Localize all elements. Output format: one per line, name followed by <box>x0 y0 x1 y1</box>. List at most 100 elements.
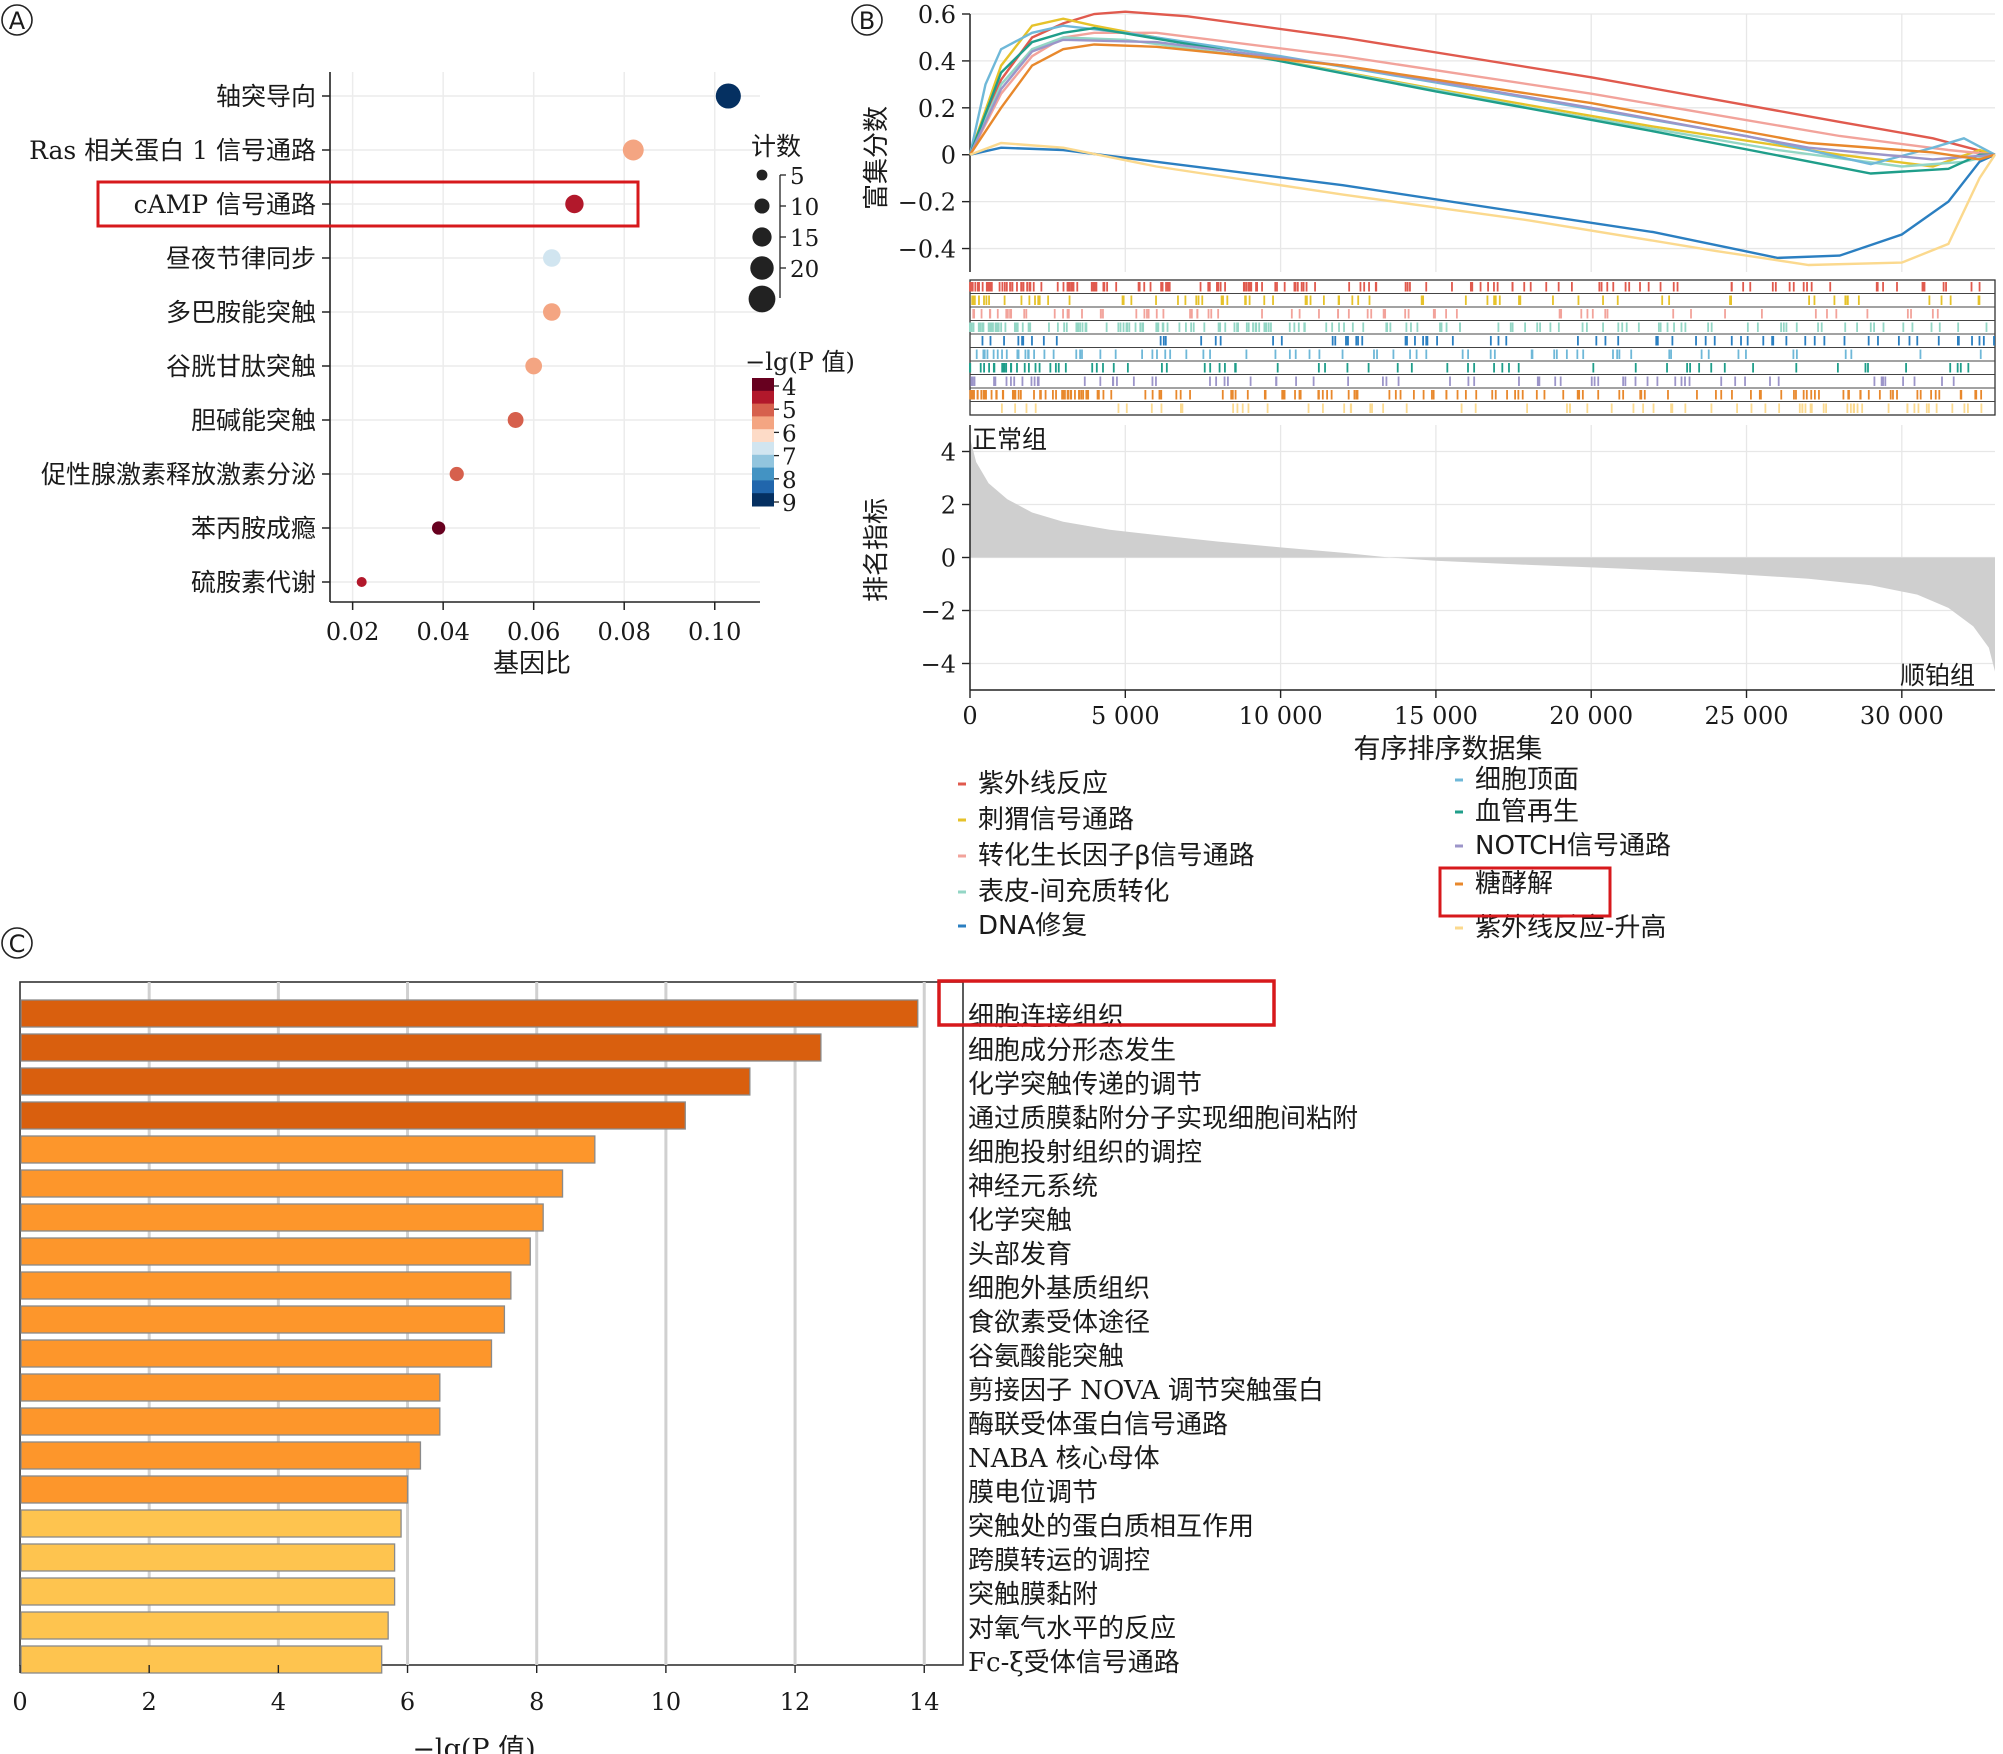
x-tick-label: 0 <box>12 1688 27 1716</box>
bar <box>20 999 919 1028</box>
x-tick-label: 0.08 <box>597 618 650 646</box>
x-tick-label: 10 000 <box>1239 702 1323 730</box>
es-line-6 <box>968 24 1996 166</box>
bar-label: 对氧气水平的反应 <box>968 1614 1176 1644</box>
y-tick-label: −0.4 <box>898 236 956 264</box>
bar-label: 剪接因子 NOVA 调节突触蛋白 <box>968 1376 1324 1406</box>
panel-a-label: A <box>9 7 26 35</box>
bar <box>20 1543 396 1572</box>
y-tick-label: −4 <box>921 651 956 679</box>
color-bar-segment <box>752 403 774 417</box>
x-tick-label: 8 <box>529 1688 544 1716</box>
bar-label: 酶联受体蛋白信号通路 <box>968 1410 1228 1440</box>
bar <box>20 1067 751 1096</box>
panel-a-badge <box>1 4 33 36</box>
y-tick-label: 促性腺激素释放激素分泌 <box>41 460 316 489</box>
x-tick-label: 14 <box>909 1688 940 1716</box>
y-tick-label: −0.2 <box>898 189 956 217</box>
bar <box>20 1441 422 1470</box>
panel-b-enrichment-plot: 0.6 0.4 0.2 0 −0.2 −0.4 <box>898 1 1997 272</box>
bar <box>20 1611 389 1640</box>
color-bar-segment <box>752 378 774 392</box>
es-line-9 <box>968 43 1996 161</box>
legend-label: 紫外线反应-升高 <box>1475 913 1666 943</box>
data-point <box>622 139 644 161</box>
panel-b-hit-rug <box>969 279 1996 416</box>
panel-c-badge <box>1 927 33 959</box>
x-tick-label: 0.06 <box>507 618 560 646</box>
data-point <box>715 83 741 109</box>
x-tick-label: 20 000 <box>1549 702 1633 730</box>
bar <box>20 1339 493 1368</box>
color-bar-segment <box>752 442 774 456</box>
legend-label: DNA修复 <box>978 911 1087 941</box>
data-point <box>431 521 446 535</box>
size-legend-dot <box>748 285 776 313</box>
bar-label: 通过质膜黏附分子实现细胞间粘附 <box>968 1104 1358 1134</box>
bar-label: 突触处的蛋白质相互作用 <box>968 1512 1254 1542</box>
es-line-4 <box>968 36 1996 168</box>
data-point <box>507 412 524 428</box>
bar-label: 化学突触传递的调节 <box>968 1070 1202 1100</box>
enrichment-score-axis-label: 富集分数 <box>862 106 892 210</box>
panel-a-plot: 轴突导向 Ras 相关蛋白 1 信号通路 cAMP 信号通路昼夜节律同步多巴胺能突触… <box>29 72 760 646</box>
color-bar-segment <box>752 467 774 481</box>
x-tick-label: 12 <box>780 1688 811 1716</box>
bar <box>20 1645 383 1674</box>
panel-b-ranking-plot: 420−2−40 5 000 10 000 15 000 20 000 25 000 30 … <box>921 425 1995 730</box>
y-tick-label: 谷胱甘肽突触 <box>166 352 316 381</box>
color-bar-segment <box>752 416 774 430</box>
y-tick-label: 0.2 <box>918 95 956 123</box>
bar-label: 细胞投射组织的调控 <box>968 1138 1202 1168</box>
size-legend-dot <box>750 256 774 280</box>
bar-label: 膜电位调节 <box>968 1478 1098 1508</box>
highlight-box <box>937 979 1276 1027</box>
bar-label: 细胞连接组织 <box>968 1002 1124 1032</box>
size-legend-dot <box>754 198 770 214</box>
data-point <box>543 303 561 321</box>
bar <box>20 1169 564 1198</box>
color-bar-label: 7 <box>782 445 797 471</box>
y-tick-label: 0 <box>941 142 956 170</box>
data-point <box>449 466 464 482</box>
panel-c: C 细胞连接组织细胞成分形态发生化学突触传递的调节通过质膜黏附分子实现细胞间粘附… <box>1 927 1358 1754</box>
legend-label: 血管再生 <box>1475 797 1579 827</box>
es-line-5 <box>969 146 1996 260</box>
panel-a: A 轴突导向 Ras 相关蛋白 1 信号通路 cAMP 信号通路昼夜节律同步多巴胺能… <box>1 4 855 679</box>
x-tick-label: 0 <box>962 702 977 730</box>
size-legend-label: 5 <box>790 164 805 190</box>
bar-label: 突触膜黏附 <box>968 1580 1098 1610</box>
x-tick-label: 25 000 <box>1705 702 1789 730</box>
x-tick-label: 0.02 <box>326 618 379 646</box>
y-tick-label: 胆碱能突触 <box>191 406 316 435</box>
bar <box>20 1101 686 1130</box>
bar-label: 神经元系统 <box>968 1172 1098 1202</box>
color-bar-segment <box>752 429 774 443</box>
panel-b: B 0.60.40.20−0.2−0.4 420−2−40 5 000 10 000… <box>851 1 1997 943</box>
y-tick-label: 轴突导向 <box>216 82 316 111</box>
color-bar-segment <box>752 454 774 469</box>
legend-label: 糖酵解 <box>1475 869 1553 899</box>
bar-label: Fc-ξ受体信号通路 <box>968 1648 1180 1678</box>
highlight-box <box>96 180 640 228</box>
color-bar-segment <box>752 390 774 405</box>
bar-label: 谷氨酸能突触 <box>968 1342 1124 1372</box>
bar <box>20 1033 822 1062</box>
y-tick-label: −2 <box>921 598 956 626</box>
bar <box>20 1373 441 1402</box>
legend-label: 刺猬信号通路 <box>978 805 1134 835</box>
x-tick-label: 2 <box>142 1688 157 1716</box>
color-bar-segment <box>752 493 774 507</box>
cisplatin-group-annotation: 顺铂组 <box>1900 661 1975 690</box>
x-tick-label: 15 000 <box>1394 702 1478 730</box>
x-tick-label: 4 <box>271 1688 286 1716</box>
data-point <box>565 194 584 214</box>
color-bar-label: 9 <box>782 491 797 517</box>
size-legend-label: 15 <box>790 226 819 252</box>
legend-label: NOTCH信号通路 <box>1475 831 1671 861</box>
legend-label: 紫外线反应 <box>978 769 1108 799</box>
bar <box>20 1135 596 1164</box>
color-bar-segment <box>752 480 774 494</box>
y-tick-label: 2 <box>941 492 956 520</box>
